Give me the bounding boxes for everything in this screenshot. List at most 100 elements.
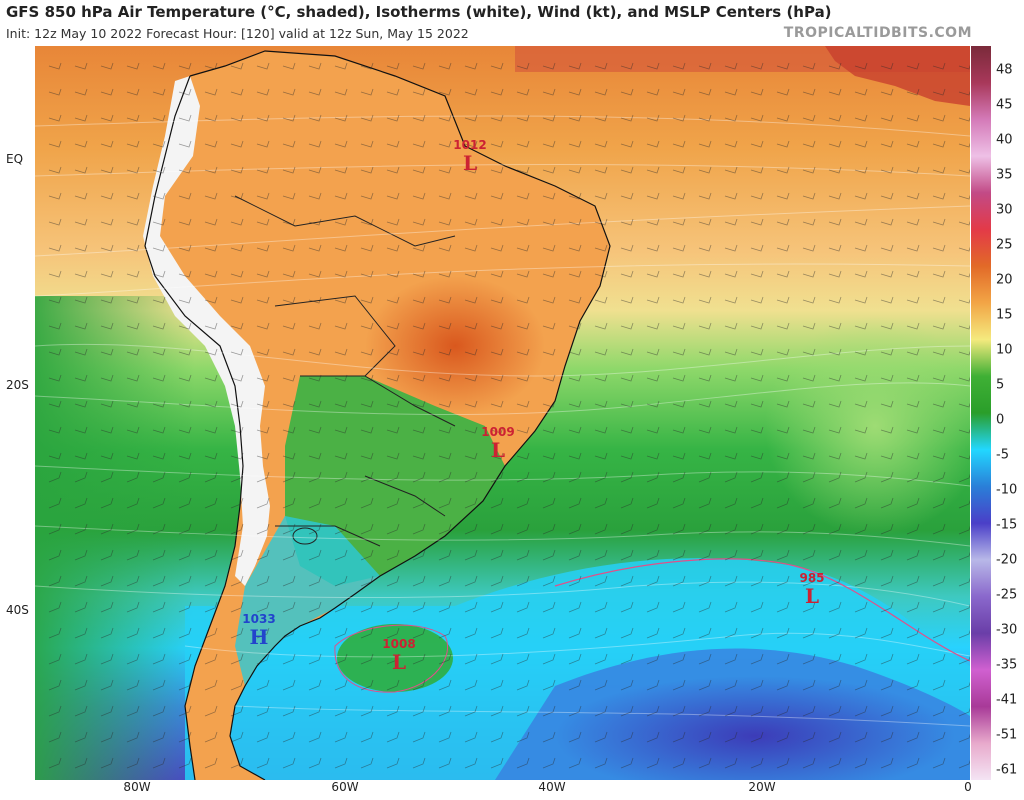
wind-barb — [256, 452, 270, 460]
wind-barb — [932, 192, 946, 200]
wind-barb — [386, 244, 400, 252]
wind-barb — [958, 272, 970, 278]
wind-barb — [178, 192, 192, 200]
wind-barb — [282, 166, 296, 174]
wind-barb — [620, 679, 634, 691]
wind-barb — [100, 731, 114, 743]
wind-barb — [490, 452, 504, 460]
wind-barb — [750, 731, 764, 743]
wind-barb — [100, 757, 114, 769]
lon-label-40w: 40W — [538, 780, 566, 794]
wind-barb — [620, 244, 634, 252]
wind-barb — [464, 296, 478, 304]
wind-barb — [828, 114, 842, 122]
wind-barb — [282, 757, 296, 769]
wind-barb — [958, 603, 970, 613]
wind-barb — [880, 140, 894, 148]
wind-barb — [880, 88, 894, 96]
wind-barb — [750, 296, 764, 304]
wind-barb — [672, 140, 686, 148]
wind-barb — [594, 348, 608, 356]
wind-barb — [48, 627, 62, 639]
wind-barb — [828, 218, 842, 226]
wind-barb — [74, 374, 88, 382]
wind-barb — [776, 322, 790, 330]
wind-barb — [308, 140, 322, 148]
coldest-core — [555, 676, 955, 780]
wind-barb — [750, 601, 764, 613]
wind-barb — [958, 376, 970, 382]
wind-barb — [568, 497, 582, 509]
wind-barb — [48, 322, 62, 330]
wind-barb — [594, 244, 608, 252]
wind-barb — [74, 705, 88, 717]
wind-barb — [438, 575, 452, 587]
wind-barb — [282, 296, 296, 304]
wind-barb — [360, 88, 374, 96]
pressure-letter: L — [391, 650, 407, 674]
wind-barb — [620, 218, 634, 226]
wind-barb — [256, 679, 270, 691]
wind-barb — [620, 270, 634, 278]
wind-barb — [854, 400, 868, 408]
wind-barb — [152, 601, 166, 613]
wind-barb — [776, 549, 790, 561]
wind-barb — [776, 705, 790, 717]
wind-barb — [308, 166, 322, 174]
colorbar-label: -5 — [996, 447, 1009, 463]
colorbar-label: 30 — [996, 202, 1013, 218]
wind-barb — [386, 549, 400, 561]
wind-barb — [594, 627, 608, 639]
wind-barb — [334, 523, 348, 535]
wind-barb — [282, 575, 296, 587]
wind-barb — [646, 218, 660, 226]
wind-barb — [802, 166, 816, 174]
wind-barb — [308, 601, 322, 613]
wind-barb — [620, 757, 634, 769]
wind-barb — [880, 497, 894, 509]
wind-barb — [100, 705, 114, 717]
wind-barb — [48, 575, 62, 587]
wind-barb — [126, 218, 140, 226]
wind-barb — [490, 400, 504, 408]
map-canvas — [35, 46, 970, 780]
wind-barb — [412, 218, 426, 226]
wind-barb — [932, 757, 946, 769]
wind-barb — [438, 731, 452, 743]
wind-barb — [126, 705, 140, 717]
wind-barb — [516, 88, 530, 96]
wind-barb — [386, 601, 400, 613]
wind-barb — [126, 270, 140, 278]
wind-barb — [464, 348, 478, 356]
wind-barb — [308, 426, 322, 434]
wind-barb — [204, 426, 218, 434]
wind-barb — [438, 757, 452, 769]
wind-barb — [932, 523, 946, 535]
wind-barb — [880, 296, 894, 304]
wind-barb — [308, 270, 322, 278]
wind-barb — [256, 88, 270, 96]
wind-barb — [100, 296, 114, 304]
wind-barb — [438, 374, 452, 382]
wind-barb — [672, 523, 686, 535]
wind-barb — [646, 244, 660, 252]
wind-barb — [230, 497, 244, 509]
wind-barb — [256, 374, 270, 382]
wind-barb — [958, 246, 970, 252]
wind-barb — [334, 140, 348, 148]
wind-barb — [204, 523, 218, 535]
colorbar-label: 20 — [996, 272, 1013, 288]
wind-barb — [282, 88, 296, 96]
wind-barb — [204, 497, 218, 509]
wind-barb — [412, 679, 426, 691]
wind-barb — [256, 218, 270, 226]
wind-barb — [152, 549, 166, 561]
wind-barb — [74, 452, 88, 460]
wind-barb — [412, 523, 426, 535]
wind-barb — [386, 270, 400, 278]
wind-barb — [568, 679, 582, 691]
wind-barb — [854, 244, 868, 252]
wind-barb — [698, 348, 712, 356]
wind-barb — [308, 757, 322, 769]
wind-barb — [828, 192, 842, 200]
